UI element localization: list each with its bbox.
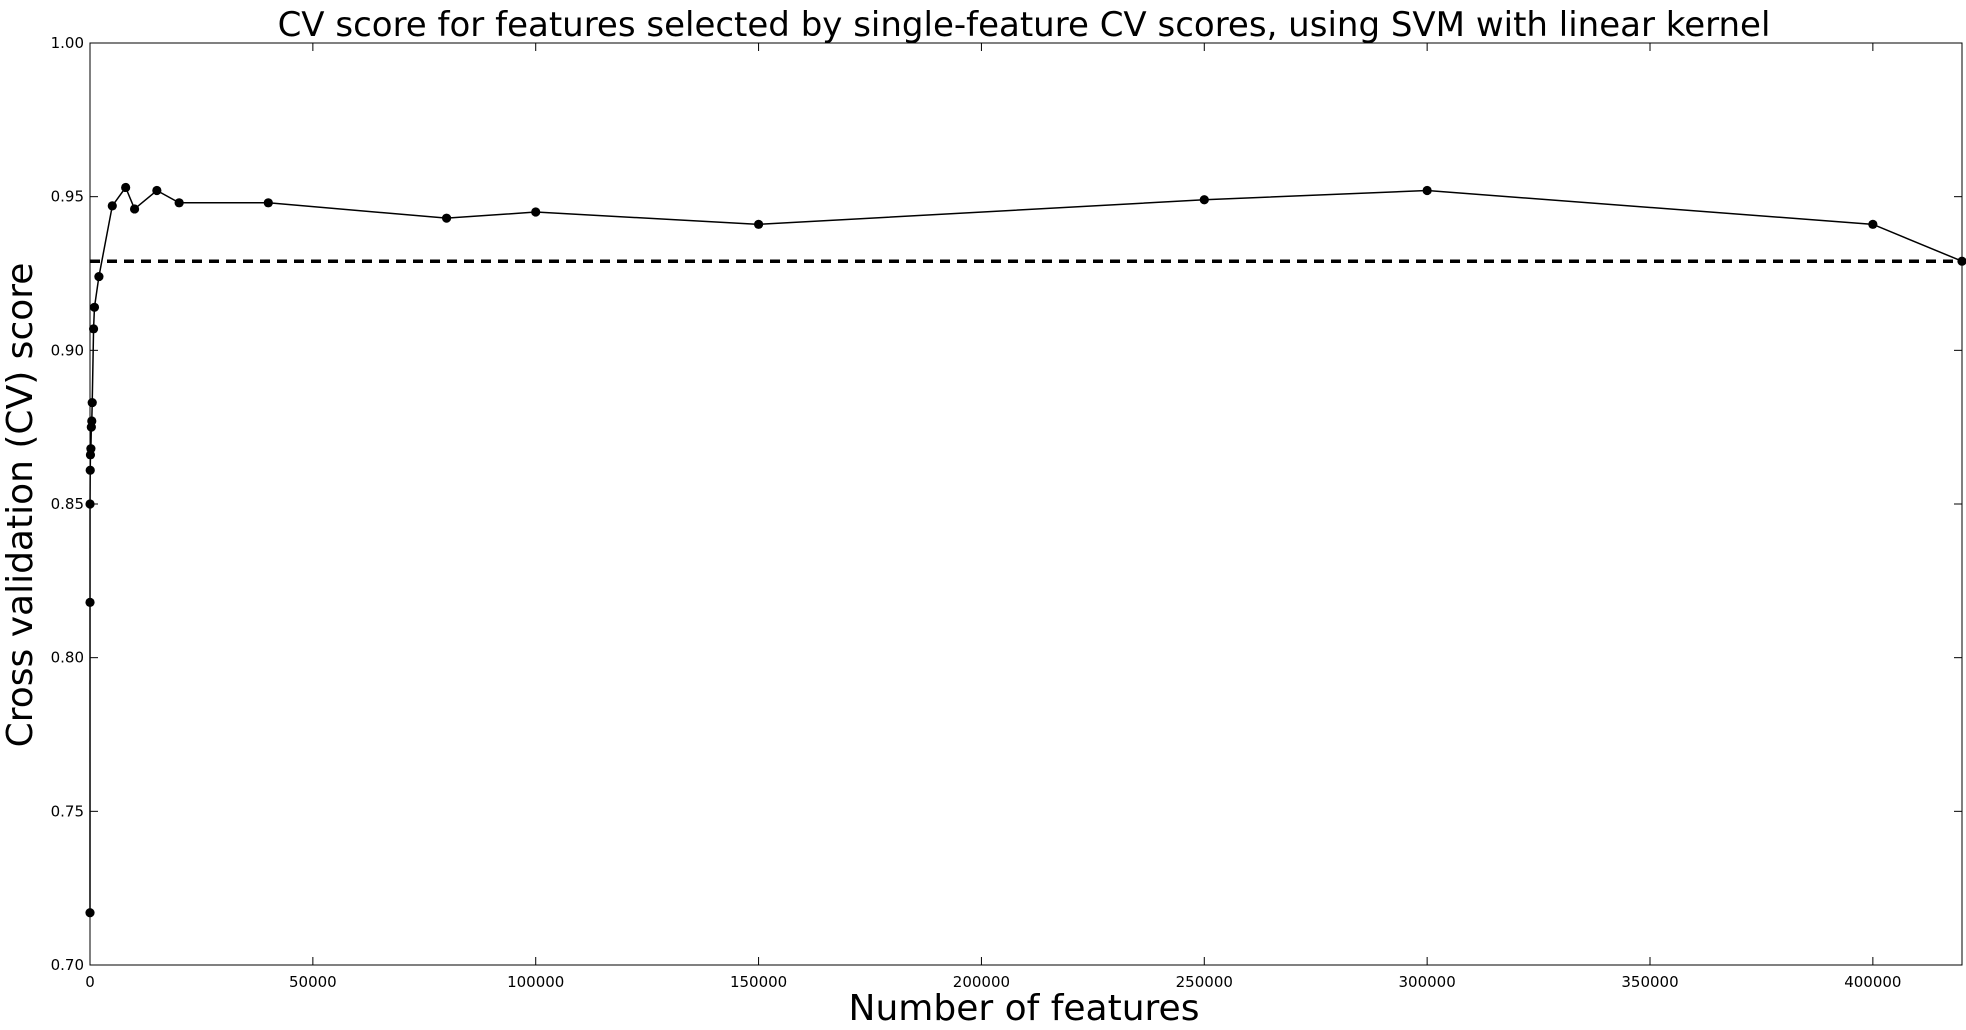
data-point [129,204,140,214]
data-point [94,271,104,282]
x-tick-label: 400000 [1844,973,1901,991]
data-point [85,597,95,607]
y-axis-label: Cross validation (CV) score [0,263,41,748]
data-point [107,201,117,211]
data-point [174,198,184,208]
x-tick-label: 150000 [730,973,787,991]
data-point [85,499,95,509]
data-point [85,465,95,475]
x-tick-label: 200000 [953,973,1010,991]
data-point [263,198,273,208]
x-axis-label: Number of features [849,988,1200,1029]
x-tick-label: 50000 [289,973,337,991]
y-tick-label: 0.85 [51,495,84,513]
x-tick-label: 300000 [1399,973,1456,991]
data-point [87,397,97,408]
data-point [86,444,96,454]
x-tick-label: 250000 [1176,973,1233,991]
data-point [89,302,100,312]
y-tick-label: 0.70 [51,956,84,974]
y-tick-label: 0.95 [51,188,84,206]
data-point [1199,195,1209,205]
data-point [152,185,162,196]
data-point [88,324,99,334]
y-tick-label: 0.80 [51,649,84,667]
data-point [1422,185,1432,196]
cv-score-line [89,185,1963,913]
y-tick-label: 0.75 [51,802,84,820]
y-tick-label: 1.00 [51,34,84,52]
x-tick-label: 100000 [507,973,564,991]
plot-area: 0 50000 100000 150000 200000 250000 300000 3500… [51,34,1966,991]
data-point [441,213,452,223]
data-point [87,416,97,426]
x-tick-label: 350000 [1621,973,1678,991]
x-tick-label: 0 [85,973,95,991]
data-point [121,182,131,193]
data-point [85,908,95,918]
chart-title: CV score for features selected by single… [278,5,1771,45]
axes-frame [89,42,1963,966]
y-tick-label: 0.90 [51,341,84,359]
data-point [753,219,764,229]
data-point [1868,219,1878,229]
data-point [531,207,541,217]
